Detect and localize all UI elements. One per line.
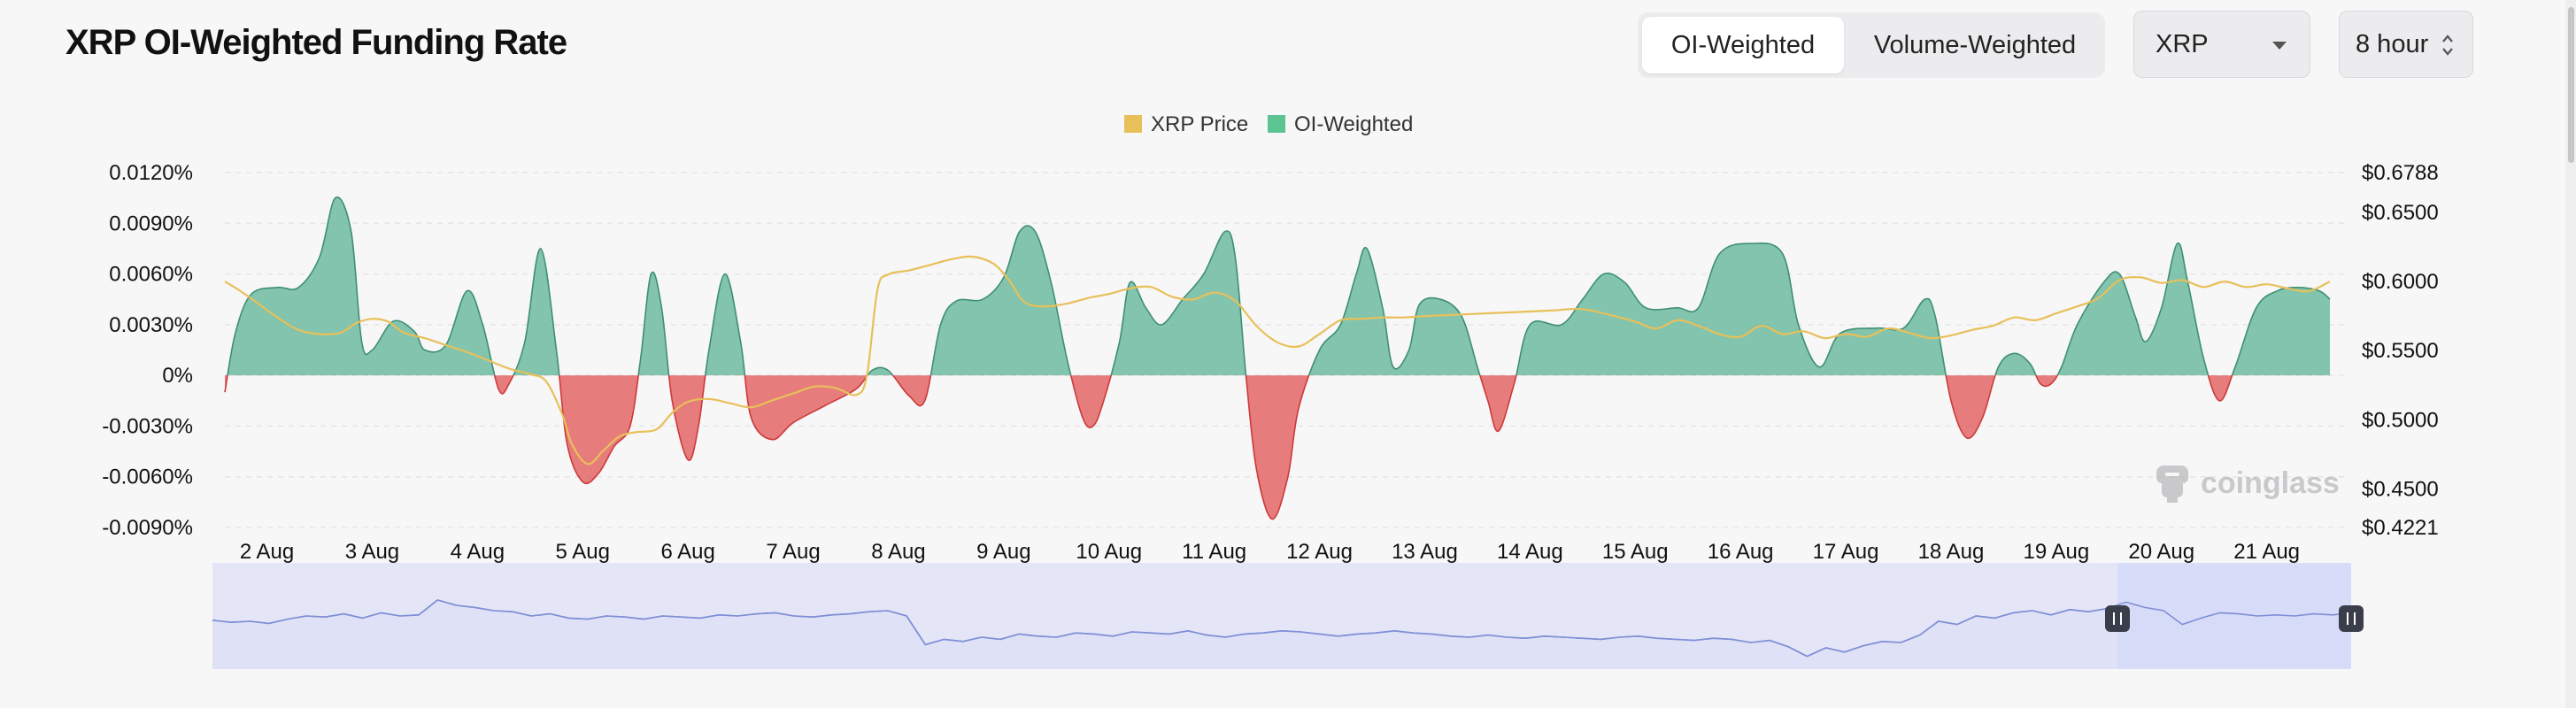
scrollbar-thumb[interactable] — [2568, 7, 2574, 163]
interval-select[interactable]: 8 hour — [2339, 11, 2473, 78]
page-title: XRP OI-Weighted Funding Rate — [66, 23, 567, 62]
tab-volume-weighted[interactable]: Volume-Weighted — [1873, 31, 2077, 59]
x-tick-label: 19 Aug — [2023, 540, 2089, 564]
coinglass-logo-icon — [2156, 466, 2188, 503]
weighting-toggle: OI-Weighted Volume-Weighted — [1638, 12, 2105, 78]
x-tick-label: 4 Aug — [451, 540, 505, 564]
coin-select[interactable]: XRP — [2133, 11, 2310, 78]
xrp-price-line — [224, 255, 2331, 466]
legend-swatch-xrp-price — [1124, 115, 1142, 133]
y-right-tick-label: $0.6500 — [2362, 201, 2439, 225]
x-tick-label: 13 Aug — [1392, 540, 1458, 564]
x-tick-label: 21 Aug — [2233, 540, 2300, 564]
x-tick-label: 12 Aug — [1286, 540, 1353, 564]
y-right-tick-label: $0.5000 — [2362, 408, 2439, 432]
y-right-tick-label: $0.5500 — [2362, 339, 2439, 363]
y-right-tick-label: $0.6000 — [2362, 270, 2439, 294]
coin-select-value: XRP — [2156, 30, 2209, 58]
y-left-tick-label: -0.0060% — [102, 466, 193, 489]
x-tick-label: 6 Aug — [660, 540, 714, 564]
page-scrollbar[interactable] — [2565, 0, 2576, 708]
x-tick-label: 20 Aug — [2128, 540, 2194, 564]
x-tick-label: 10 Aug — [1076, 540, 1142, 564]
x-tick-label: 7 Aug — [766, 540, 820, 564]
tab-oi-weighted[interactable]: OI-Weighted — [1642, 17, 1844, 73]
navigator-line-overlay — [212, 599, 2352, 658]
x-tick-label: 11 Aug — [1182, 540, 1246, 564]
y-left-tick-label: 0.0120% — [109, 161, 193, 185]
y-right-tick-label: $0.4221 — [2362, 516, 2439, 540]
navigator-handle-left[interactable] — [2105, 605, 2130, 632]
y-left-tick-label: 0% — [162, 364, 193, 388]
interval-select-value: 8 hour — [2356, 30, 2429, 58]
watermark-text: coinglass — [2201, 466, 2340, 500]
x-tick-label: 18 Aug — [1918, 540, 1985, 564]
y-right-tick-label: $0.6788 — [2362, 161, 2439, 185]
x-tick-label: 8 Aug — [871, 540, 925, 564]
legend-label-xrp-price: XRP Price — [1151, 112, 1248, 136]
x-tick-label: 16 Aug — [1708, 540, 1774, 564]
oi-weighted-line-negative — [224, 375, 2233, 520]
y-left-tick-label: -0.0090% — [102, 516, 193, 540]
y-left-tick-label: 0.0060% — [109, 263, 193, 287]
navigator-handle-right[interactable] — [2339, 605, 2364, 632]
y-left-tick-label: 0.0090% — [109, 212, 193, 235]
y-right-tick-label: $0.4500 — [2362, 477, 2439, 501]
navigator-area — [212, 600, 2351, 669]
x-tick-label: 3 Aug — [345, 540, 399, 564]
up-down-chevron-icon — [2441, 31, 2455, 59]
legend-swatch-oi-weighted — [1268, 115, 1285, 133]
x-tick-label: 14 Aug — [1497, 540, 1563, 564]
y-left-tick-label: -0.0030% — [102, 414, 193, 438]
x-tick-label: 15 Aug — [1602, 540, 1669, 564]
coinglass-watermark: coinglass — [2151, 457, 2340, 510]
chevron-down-icon — [2272, 42, 2287, 50]
x-tick-label: 9 Aug — [976, 540, 1030, 564]
y-left-tick-label: 0.0030% — [109, 313, 193, 337]
navigator-selected-range[interactable] — [2117, 563, 2351, 669]
x-tick-label: 5 Aug — [556, 540, 610, 564]
oi-weighted-line-positive — [227, 196, 2331, 376]
oi-weighted-area-positive — [225, 196, 2330, 376]
x-tick-label: 17 Aug — [1813, 540, 1879, 564]
legend-label-oi-weighted: OI-Weighted — [1294, 112, 1413, 136]
x-tick-label: 2 Aug — [240, 540, 294, 564]
